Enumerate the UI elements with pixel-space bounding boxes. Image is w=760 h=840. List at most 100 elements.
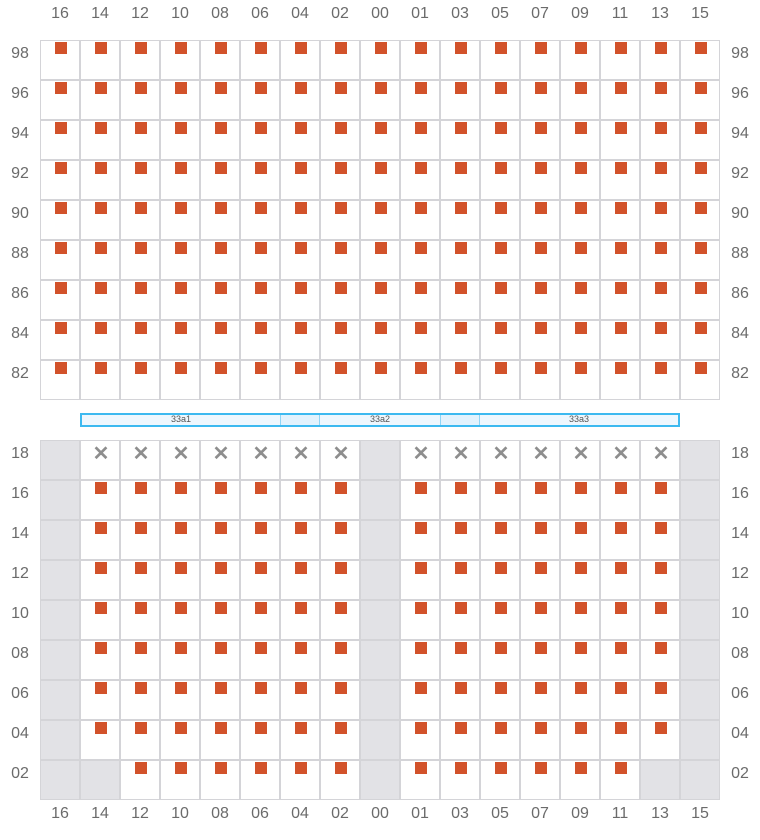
slot-cell[interactable] xyxy=(200,80,240,120)
slot-cell[interactable] xyxy=(160,600,200,640)
slot-cell[interactable] xyxy=(240,280,280,320)
slot-cell[interactable] xyxy=(160,200,200,240)
slot-cell[interactable] xyxy=(240,320,280,360)
slot-cell[interactable] xyxy=(560,560,600,600)
segment-33a2[interactable]: 33a2 xyxy=(320,415,440,425)
slot-cell[interactable] xyxy=(160,680,200,720)
slot-cell[interactable] xyxy=(320,520,360,560)
slot-cell[interactable] xyxy=(40,200,80,240)
slot-cell[interactable] xyxy=(560,520,600,560)
slot-cell[interactable] xyxy=(520,360,560,400)
slot-cell[interactable] xyxy=(520,520,560,560)
slot-cell[interactable] xyxy=(600,40,640,80)
slot-cell[interactable] xyxy=(320,760,360,800)
slot-cell[interactable] xyxy=(640,160,680,200)
slot-cell[interactable] xyxy=(80,160,120,200)
slot-cell[interactable] xyxy=(80,40,120,80)
slot-cell[interactable] xyxy=(240,720,280,760)
slot-cell[interactable] xyxy=(440,160,480,200)
slot-cell[interactable]: ✕ xyxy=(480,440,520,480)
slot-cell[interactable] xyxy=(320,680,360,720)
slot-cell[interactable] xyxy=(200,640,240,680)
slot-cell[interactable] xyxy=(480,200,520,240)
slot-cell[interactable] xyxy=(200,120,240,160)
slot-cell[interactable] xyxy=(680,40,720,80)
slot-cell[interactable] xyxy=(360,40,400,80)
slot-cell[interactable]: ✕ xyxy=(560,440,600,480)
slot-cell[interactable] xyxy=(80,640,120,680)
slot-cell[interactable] xyxy=(520,240,560,280)
slot-cell[interactable] xyxy=(640,280,680,320)
slot-cell[interactable] xyxy=(480,720,520,760)
slot-cell[interactable] xyxy=(120,680,160,720)
slot-cell[interactable] xyxy=(240,480,280,520)
slot-cell[interactable] xyxy=(200,560,240,600)
slot-cell[interactable] xyxy=(40,360,80,400)
slot-cell[interactable] xyxy=(80,120,120,160)
slot-cell[interactable] xyxy=(440,240,480,280)
slot-cell[interactable] xyxy=(520,760,560,800)
slot-cell[interactable] xyxy=(80,600,120,640)
slot-cell[interactable]: ✕ xyxy=(80,440,120,480)
slot-cell[interactable] xyxy=(320,720,360,760)
slot-cell[interactable] xyxy=(120,160,160,200)
slot-cell[interactable] xyxy=(280,640,320,680)
slot-cell[interactable] xyxy=(560,160,600,200)
slot-cell[interactable] xyxy=(160,760,200,800)
slot-cell[interactable] xyxy=(280,480,320,520)
slot-cell[interactable] xyxy=(560,80,600,120)
slot-cell[interactable] xyxy=(160,480,200,520)
slot-cell[interactable] xyxy=(560,680,600,720)
slot-cell[interactable]: ✕ xyxy=(160,440,200,480)
slot-cell[interactable] xyxy=(200,720,240,760)
slot-cell[interactable] xyxy=(80,320,120,360)
slot-cell[interactable] xyxy=(320,280,360,320)
slot-cell[interactable] xyxy=(480,360,520,400)
slot-cell[interactable] xyxy=(640,520,680,560)
slot-cell[interactable] xyxy=(120,40,160,80)
slot-cell[interactable] xyxy=(80,680,120,720)
slot-cell[interactable] xyxy=(440,200,480,240)
slot-cell[interactable] xyxy=(480,40,520,80)
slot-cell[interactable] xyxy=(440,520,480,560)
slot-cell[interactable] xyxy=(680,320,720,360)
slot-cell[interactable] xyxy=(480,320,520,360)
slot-cell[interactable] xyxy=(520,120,560,160)
slot-cell[interactable] xyxy=(560,600,600,640)
slot-cell[interactable] xyxy=(480,480,520,520)
slot-cell[interactable] xyxy=(320,320,360,360)
slot-cell[interactable] xyxy=(560,280,600,320)
slot-cell[interactable]: ✕ xyxy=(600,440,640,480)
slot-cell[interactable] xyxy=(560,360,600,400)
slot-cell[interactable] xyxy=(560,120,600,160)
slot-cell[interactable] xyxy=(560,40,600,80)
slot-cell[interactable] xyxy=(160,560,200,600)
slot-cell[interactable] xyxy=(360,360,400,400)
slot-cell[interactable] xyxy=(640,320,680,360)
slot-cell[interactable] xyxy=(40,80,80,120)
segment-33a1[interactable]: 33a1 xyxy=(82,415,280,425)
slot-cell[interactable] xyxy=(600,160,640,200)
slot-cell[interactable] xyxy=(360,240,400,280)
slot-cell[interactable] xyxy=(400,520,440,560)
slot-cell[interactable] xyxy=(280,680,320,720)
slot-cell[interactable] xyxy=(120,360,160,400)
slot-cell[interactable] xyxy=(200,360,240,400)
slot-cell[interactable] xyxy=(240,640,280,680)
slot-cell[interactable] xyxy=(320,360,360,400)
slot-cell[interactable] xyxy=(440,640,480,680)
slot-cell[interactable] xyxy=(160,80,200,120)
slot-cell[interactable]: ✕ xyxy=(240,440,280,480)
slot-cell[interactable] xyxy=(400,640,440,680)
slot-cell[interactable] xyxy=(280,600,320,640)
slot-cell[interactable] xyxy=(200,280,240,320)
slot-cell[interactable] xyxy=(600,520,640,560)
slot-cell[interactable] xyxy=(40,120,80,160)
slot-cell[interactable] xyxy=(440,600,480,640)
slot-cell[interactable] xyxy=(280,240,320,280)
slot-cell[interactable] xyxy=(280,160,320,200)
slot-cell[interactable] xyxy=(440,760,480,800)
slot-cell[interactable] xyxy=(160,280,200,320)
slot-cell[interactable] xyxy=(680,120,720,160)
slot-cell[interactable] xyxy=(440,280,480,320)
